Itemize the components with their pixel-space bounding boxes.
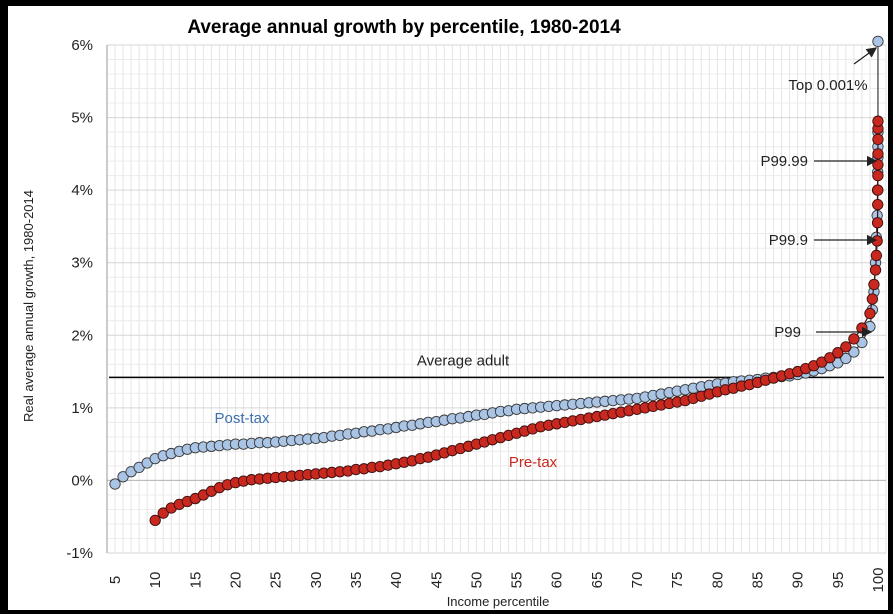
y-tick-label: 2% [71, 327, 93, 344]
x-tick-label: 35 [348, 572, 365, 589]
pre-tax-point [871, 235, 883, 247]
chart-svg: Average annual growth by percentile, 198… [21, 17, 887, 609]
x-tick-label: 95 [830, 572, 847, 589]
y-axis-label: Real average annual growth, 1980-2014 [21, 190, 36, 422]
pre-tax-point [866, 293, 878, 305]
pre-tax-point [832, 347, 844, 359]
x-tick-label: 70 [629, 572, 646, 589]
y-tick-label: 4% [71, 182, 93, 199]
x-tick-label: 55 [509, 572, 526, 589]
pre-tax-point [872, 133, 884, 145]
series-layer [109, 35, 884, 526]
pre-tax-point [870, 249, 883, 262]
annotation-arrow [853, 47, 878, 65]
pre-tax-point [872, 199, 884, 211]
post-tax-point [848, 346, 860, 358]
y-tick-label: -1% [66, 545, 93, 562]
x-tick-label: 90 [790, 572, 807, 589]
pre-tax-point [871, 217, 884, 229]
y-tick-label: 5% [71, 110, 93, 127]
x-tick-label: 80 [709, 572, 726, 589]
y-tick-label: 1% [71, 400, 93, 417]
pre-tax-point [840, 341, 852, 353]
x-axis-label: Income percentile [447, 594, 550, 609]
x-tick-label: 60 [549, 572, 566, 589]
pre-tax-point [869, 264, 882, 276]
post-tax-series-label: Post-tax [214, 410, 270, 427]
x-tick-label: 45 [428, 572, 445, 589]
x-tick-label: 20 [227, 572, 244, 589]
pre-tax-point [872, 115, 884, 127]
x-tick-label: 25 [268, 572, 285, 589]
x-tick-label: 10 [147, 572, 164, 589]
annotation-label: Top 0.001% [788, 77, 867, 94]
pre-tax-point [149, 514, 161, 526]
pre-tax-point [824, 352, 836, 364]
x-tick-label: 15 [187, 572, 204, 589]
x-tick-label: 75 [669, 572, 686, 589]
annotation-label: P99.9 [769, 232, 808, 249]
pre-tax-point [872, 148, 884, 160]
pre-tax-point [868, 278, 880, 291]
y-tick-label: 0% [71, 472, 93, 489]
post-tax-point [840, 352, 852, 365]
post-tax-point [117, 471, 129, 483]
chart-frame: Average annual growth by percentile, 198… [8, 6, 888, 610]
pre-tax-point [157, 507, 169, 519]
y-tick-label: 3% [71, 255, 93, 272]
pre-tax-series-label: Pre-tax [509, 454, 558, 471]
x-tick-label: 85 [750, 572, 767, 589]
pre-tax-point [864, 307, 876, 320]
y-tick-label: 6% [71, 37, 93, 54]
pre-tax-point [872, 169, 884, 182]
post-tax-point [872, 35, 884, 48]
annotation-layer: Post-tax Pre-tax Top 0.001% P99.99 P99.9 P99 [214, 47, 878, 471]
annotation-label: P99 [774, 324, 801, 341]
x-tick-label: 5 [107, 576, 124, 584]
axes-layer: 6% 5% 4% 3% 2% 1% 0% -1% 5 10 15 20 25 30 35 40 45 50 55 60… [66, 37, 887, 593]
x-tick-label: 30 [308, 572, 325, 589]
annotation-label: P99.99 [760, 153, 808, 170]
grid-layer [106, 44, 887, 554]
average-adult-label: Average adult [417, 352, 510, 369]
pre-tax-point [848, 333, 860, 345]
x-tick-label: 40 [388, 572, 405, 589]
chart-title: Average annual growth by percentile, 198… [187, 17, 621, 38]
x-tick-label: 100 [870, 567, 887, 592]
x-tick-label: 50 [468, 572, 485, 589]
x-tick-label: 65 [589, 572, 606, 589]
pre-tax-point [872, 184, 884, 196]
post-tax-point [109, 478, 121, 490]
